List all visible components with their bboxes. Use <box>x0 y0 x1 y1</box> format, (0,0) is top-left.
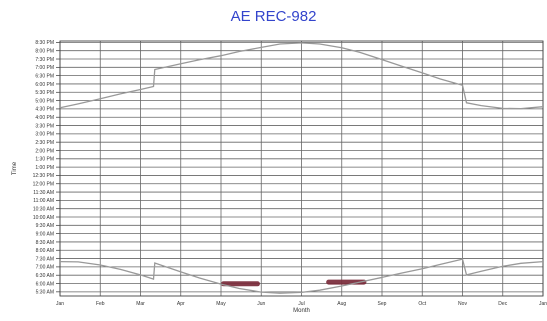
y-tick-label: 6:00 PM <box>35 82 54 88</box>
x-tick-label: Apr <box>177 301 185 307</box>
y-tick-label: 2:30 PM <box>35 140 54 146</box>
y-tick-label: 12:30 PM <box>33 173 54 179</box>
y-tick-label: 7:00 AM <box>36 265 54 271</box>
y-tick-label: 11:30 AM <box>33 190 54 196</box>
y-tick-label: 5:30 PM <box>35 90 54 96</box>
y-tick-label: 7:30 AM <box>36 256 54 262</box>
x-tick-label: Oct <box>418 301 426 307</box>
y-tick-label: 1:00 PM <box>35 165 54 171</box>
x-tick-label: Jul <box>298 301 304 307</box>
y-tick-label: 9:30 AM <box>36 223 54 229</box>
y-tick-label: 6:00 AM <box>36 281 54 287</box>
y-tick-label: 8:30 AM <box>36 240 54 246</box>
y-tick-label: 10:00 AM <box>33 215 54 221</box>
y-tick-label: 5:00 PM <box>35 98 54 104</box>
sunrise-line <box>59 258 544 294</box>
x-tick-label: Jan <box>539 301 547 307</box>
x-tick-label: May <box>216 301 226 307</box>
y-tick-label: 5:30 AM <box>36 290 54 296</box>
y-tick-label: 3:00 PM <box>35 132 54 138</box>
y-tick-label: 7:30 PM <box>35 57 54 63</box>
y-tick-label: 6:30 PM <box>35 73 54 79</box>
y-tick-label: 7:00 PM <box>35 65 54 71</box>
sunset-line <box>59 42 544 110</box>
highlight-blob <box>221 281 260 287</box>
x-tick-label: Aug <box>337 301 346 307</box>
y-tick-label: 1:30 PM <box>35 157 54 163</box>
x-tick-label: Jan <box>56 301 64 307</box>
y-tick-label: 4:00 PM <box>35 115 54 121</box>
y-tick-label: 2:00 PM <box>35 148 54 154</box>
y-tick-label: 12:00 PM <box>33 182 54 188</box>
plot-frame <box>59 40 544 297</box>
y-tick-label: 11:00 AM <box>33 198 54 204</box>
y-axis-title: Time <box>12 161 18 175</box>
y-tick-label: 4:30 PM <box>35 107 54 113</box>
y-tick-label: 10:30 AM <box>33 206 54 212</box>
y-tick-label: 3:30 PM <box>35 123 54 129</box>
x-tick-label: Mar <box>136 301 145 307</box>
y-tick-label: 8:00 PM <box>35 49 54 55</box>
y-tick-label: 9:00 AM <box>36 231 54 237</box>
x-tick-label: Sep <box>378 301 387 307</box>
x-tick-label: Dec <box>498 301 507 307</box>
x-axis-title: Month <box>293 308 310 314</box>
y-tick-label: 6:30 AM <box>36 273 54 279</box>
x-tick-label: Nov <box>458 301 467 307</box>
x-tick-label: Feb <box>96 301 105 307</box>
y-tick-label: 8:00 AM <box>36 248 54 254</box>
y-tick-label: 8:30 PM <box>35 40 54 46</box>
chart-title: AE REC-982 <box>230 8 317 25</box>
x-tick-label: Jun <box>257 301 265 307</box>
